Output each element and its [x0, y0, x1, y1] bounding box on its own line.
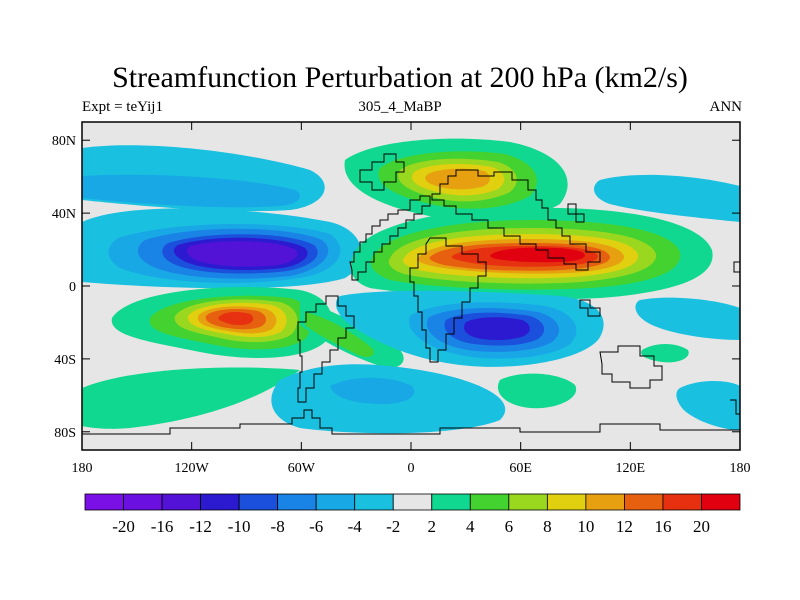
- lat-tick-label: 80S: [54, 426, 76, 441]
- contour-fills: [82, 138, 740, 434]
- contour-neg-2-southeast-pacific: [635, 297, 740, 340]
- lon-tick-label: 60W: [288, 461, 316, 476]
- east-pacific-islands-outline: [733, 261, 740, 273]
- colorbar-swatch: [315, 493, 356, 511]
- colorbar-label: 6: [505, 517, 514, 536]
- colorbar-swatch: [238, 493, 279, 511]
- lon-tick-label: 60E: [509, 461, 532, 476]
- colorbar-label: -12: [189, 517, 212, 536]
- colorbar-label: -20: [112, 517, 135, 536]
- australia-outline: [599, 345, 663, 389]
- contour-neg-4-arctic: [82, 174, 300, 208]
- colorbar-label: -2: [386, 517, 400, 536]
- colorbar: -20 -16 -12 -10 -8 -6 -4 -2 2 4 6 8 10 12 16 20: [84, 493, 741, 536]
- case-label: 305_4_MaBP: [358, 99, 442, 115]
- colorbar-swatch: [701, 493, 741, 511]
- colorbar-label: 2: [428, 517, 437, 536]
- colorbar-swatch: [662, 493, 702, 511]
- contour-pos-2-south-indian: [497, 373, 577, 409]
- colorbar-swatch: [161, 493, 201, 511]
- indonesia-outline: [579, 299, 601, 317]
- colorbar-swatch: [354, 493, 394, 511]
- colorbar-swatch: [585, 493, 625, 511]
- contour-neg-2-northeast-pacific: [594, 174, 740, 222]
- colorbar-label: -4: [348, 517, 363, 536]
- colorbar-swatch: [624, 493, 664, 511]
- contour-neg-16-north-pacific: [186, 241, 298, 267]
- colorbar-swatch: [84, 493, 124, 511]
- africa-outline: [409, 237, 487, 363]
- colorbar-label: 12: [616, 517, 633, 536]
- lat-tick-label: 80N: [52, 134, 76, 149]
- season-label: ANN: [709, 99, 743, 115]
- lon-tick-label: 120W: [175, 461, 210, 476]
- colorbar-swatch: [508, 493, 548, 511]
- colorbar-swatch: [431, 493, 471, 511]
- contour-pos-2-southern-ocean: [82, 367, 300, 429]
- colorbar-swatch: [277, 493, 317, 511]
- lat-tick-label: 40S: [54, 353, 76, 368]
- lat-tick-label: 0: [69, 280, 76, 295]
- colorbar-label: 4: [466, 517, 475, 536]
- contour-plot-area: 180 120W 60W 0 60E 120E 180 80N 40N 0 40S 80S: [52, 121, 751, 476]
- colorbar-swatch: [469, 493, 510, 511]
- japan-outline: [567, 203, 585, 223]
- contour-pos-2-australia: [641, 344, 689, 363]
- continent-outlines: [82, 153, 740, 435]
- colorbar-label: 20: [693, 517, 710, 536]
- map-title: Streamfunction Perturbation at 200 hPa (…: [112, 61, 688, 94]
- lon-tick-label: 180: [730, 461, 751, 476]
- contour-pos-20-afro-asia: [490, 247, 585, 263]
- colorbar-swatch: [200, 493, 240, 511]
- colorbar-label: -8: [271, 517, 285, 536]
- contour-neg-4-southern-band: [330, 377, 415, 404]
- greenland-outline: [359, 153, 405, 191]
- colorbar-label: -10: [228, 517, 251, 536]
- lon-tick-label: 0: [408, 461, 415, 476]
- contour-neg-2-far-east-south: [676, 381, 740, 430]
- lon-tick-label: 120E: [616, 461, 646, 476]
- lat-tick-label: 40N: [52, 207, 76, 222]
- experiment-label: Expt = teYij1: [82, 99, 163, 115]
- lon-tick-label: 180: [72, 461, 93, 476]
- north-america-outline: [349, 195, 431, 281]
- eurasia-outline: [431, 169, 601, 271]
- colorbar-swatch: [123, 493, 163, 511]
- contour-pos-16-south-pacific: [218, 311, 254, 326]
- colorbar-label: -6: [309, 517, 323, 536]
- contour-pos-4-east-pacific: [305, 312, 374, 357]
- south-america-outline: [297, 295, 355, 403]
- contour-neg-10-indian-ocean: [463, 317, 530, 340]
- colorbar-label: 16: [654, 517, 671, 536]
- colorbar-label: 10: [577, 517, 594, 536]
- antarctica-outline: [82, 409, 740, 435]
- new-zealand-outline: [730, 399, 740, 415]
- colorbar-label: -16: [151, 517, 174, 536]
- colorbar-label: 8: [543, 517, 552, 536]
- colorbar-swatch: [392, 493, 433, 511]
- axis-ticks: 180 120W 60W 0 60E 120E 180 80N 40N 0 40S 80S: [52, 122, 751, 476]
- colorbar-swatch: [546, 493, 587, 511]
